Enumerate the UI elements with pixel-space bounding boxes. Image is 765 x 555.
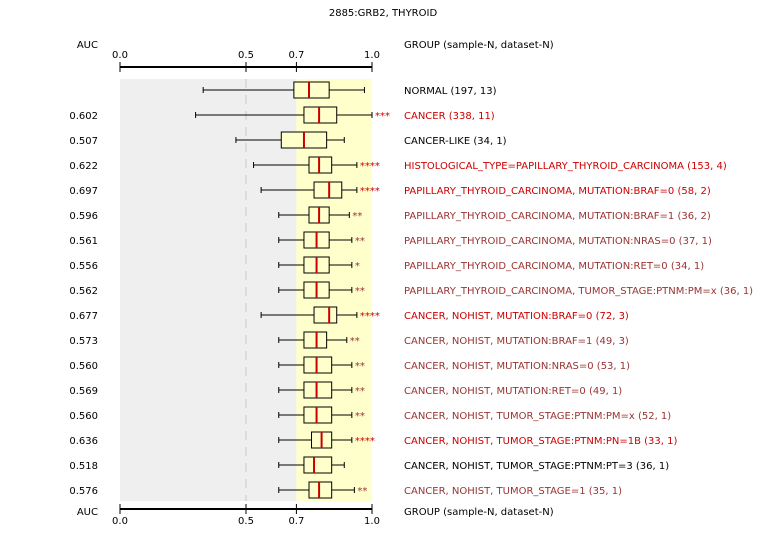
auc-value: 0.596 [69, 211, 98, 222]
box [303, 381, 333, 399]
significance-stars: ** [355, 236, 365, 247]
row-6: ** 0.561 PAPILLARY_THYROID_CARCINOMA, MUTA… [69, 231, 712, 249]
top-tick-label: 0.0 [112, 50, 128, 61]
row-0: NORMAL (197, 13) [202, 81, 497, 99]
chart-title: 2885:GRB2, THYROID [329, 8, 438, 19]
axes: 0.0 0.5 0.7 1.0 0.0 0.5 0.7 1.0 [112, 50, 380, 527]
box [303, 331, 328, 349]
significance-stars: ** [352, 211, 362, 222]
row-5: ** 0.596 PAPILLARY_THYROID_CARCINOMA, MUTA… [69, 206, 711, 224]
box [313, 181, 343, 199]
significance-stars: ** [357, 486, 367, 497]
auc-value: 0.602 [69, 111, 98, 122]
row-16: ** 0.576 CANCER, NOHIST, TUMOR_STAGE=1 (35… [69, 481, 622, 499]
bottom-axis-header: AUC GROUP (sample-N, dataset-N) [77, 507, 554, 518]
auc-value: 0.622 [69, 161, 98, 172]
group-label: CANCER, NOHIST, TUMOR_STAGE=1 (35, 1) [404, 486, 622, 497]
row-7: * 0.556 PAPILLARY_THYROID_CARCINOMA, MUTAT… [69, 256, 704, 274]
group-label: CANCER (338, 11) [404, 111, 495, 122]
auc-value: 0.573 [69, 336, 98, 347]
significance-stars: **** [360, 311, 380, 322]
auc-value: 0.560 [69, 411, 98, 422]
auc-value: 0.636 [69, 436, 98, 447]
group-label: PAPILLARY_THYROID_CARCINOMA, MUTATION:RE… [404, 261, 704, 272]
auc-value: 0.677 [69, 311, 98, 322]
auc-header-bottom: AUC [77, 507, 98, 518]
box [308, 156, 333, 174]
group-label: CANCER, NOHIST, MUTATION:RET=0 (49, 1) [404, 386, 622, 397]
box [313, 306, 338, 324]
auc-value: 0.561 [69, 236, 98, 247]
group-label: PAPILLARY_THYROID_CARCINOMA, MUTATION:BR… [404, 186, 711, 197]
box [293, 81, 330, 99]
top-tick-label: 0.5 [238, 50, 254, 61]
auc-value: 0.562 [69, 286, 98, 297]
significance-stars: **** [355, 436, 375, 447]
group-label: PAPILLARY_THYROID_CARCINOMA, MUTATION:BR… [404, 211, 711, 222]
auc-value: 0.697 [69, 186, 98, 197]
row-13: ** 0.560 CANCER, NOHIST, TUMOR_STAGE:PTNM:… [69, 406, 671, 424]
auc-value: 0.576 [69, 486, 98, 497]
box [303, 106, 338, 124]
row-11: ** 0.560 CANCER, NOHIST, MUTATION:NRAS=0 (… [69, 356, 630, 374]
group-label: CANCER, NOHIST, TUMOR_STAGE:PTNM:PN=1B (… [404, 436, 677, 447]
auc-value: 0.507 [69, 136, 98, 147]
group-label: CANCER, NOHIST, TUMOR_STAGE:PTNM:PM=x (5… [404, 411, 671, 422]
row-4: **** 0.697 PAPILLARY_THYROID_CARCINOMA, MU… [69, 181, 711, 199]
box [308, 481, 333, 499]
group-header-bottom: GROUP (sample-N, dataset-N) [404, 507, 554, 518]
significance-stars: ** [355, 386, 365, 397]
row-15: 0.518 CANCER, NOHIST, TUMOR_STAGE:PTNM:PT… [69, 456, 669, 474]
row-9: **** 0.677 CANCER, NOHIST, MUTATION:BRAF=0… [69, 306, 629, 324]
group-label: PAPILLARY_THYROID_CARCINOMA, TUMOR_STAGE… [404, 286, 753, 297]
significance-stars: **** [360, 186, 380, 197]
auc-value: 0.569 [69, 386, 98, 397]
top-tick-label: 1.0 [364, 50, 380, 61]
auc-value: 0.518 [69, 461, 98, 472]
significance-stars: * [355, 261, 360, 272]
group-label: CANCER, NOHIST, MUTATION:BRAF=0 (72, 3) [404, 311, 629, 322]
bottom-tick-label: 0.7 [288, 516, 304, 527]
row-2: 0.507 CANCER-LIKE (34, 1) [69, 131, 507, 149]
box [303, 356, 333, 374]
group-label: NORMAL (197, 13) [404, 86, 497, 97]
bottom-tick-label: 0.5 [238, 516, 254, 527]
auc-value: 0.556 [69, 261, 98, 272]
row-1: *** 0.602 CANCER (338, 11) [69, 106, 495, 124]
row-12: ** 0.569 CANCER, NOHIST, MUTATION:RET=0 (4… [69, 381, 622, 399]
bottom-tick-label: 1.0 [364, 516, 380, 527]
group-label: HISTOLOGICAL_TYPE=PAPILLARY_THYROID_CARC… [404, 161, 727, 172]
group-label: PAPILLARY_THYROID_CARCINOMA, MUTATION:NR… [404, 236, 712, 247]
group-label: CANCER, NOHIST, TUMOR_STAGE:PTNM:PT=3 (3… [404, 461, 669, 472]
box [303, 456, 333, 474]
auc-value: 0.560 [69, 361, 98, 372]
auc-header-top: AUC [77, 40, 98, 51]
significance-stars: *** [375, 111, 390, 122]
significance-stars: ** [350, 336, 360, 347]
box [303, 406, 333, 424]
significance-stars: ** [355, 361, 365, 372]
significance-stars: ** [355, 286, 365, 297]
significance-stars: **** [360, 161, 380, 172]
row-10: ** 0.573 CANCER, NOHIST, MUTATION:BRAF=1 (… [69, 331, 629, 349]
row-8: ** 0.562 PAPILLARY_THYROID_CARCINOMA, TUMO… [69, 281, 753, 299]
bottom-tick-label: 0.0 [112, 516, 128, 527]
significance-stars: ** [355, 411, 365, 422]
group-label: CANCER, NOHIST, MUTATION:NRAS=0 (53, 1) [404, 361, 630, 372]
group-label: CANCER-LIKE (34, 1) [404, 136, 507, 147]
row-14: **** 0.636 CANCER, NOHIST, TUMOR_STAGE:PTN… [69, 431, 677, 449]
top-tick-label: 0.7 [288, 50, 304, 61]
top-axis-header: AUC GROUP (sample-N, dataset-N) [77, 40, 554, 51]
grey-band [120, 79, 297, 501]
rows: NORMAL (197, 13)***0.602 CANCER (338, 11)… [69, 81, 753, 499]
row-3: **** 0.622 HISTOLOGICAL_TYPE=PAPILLARY_THY… [69, 156, 727, 174]
group-label: CANCER, NOHIST, MUTATION:BRAF=1 (49, 3) [404, 336, 629, 347]
group-header-top: GROUP (sample-N, dataset-N) [404, 40, 554, 51]
